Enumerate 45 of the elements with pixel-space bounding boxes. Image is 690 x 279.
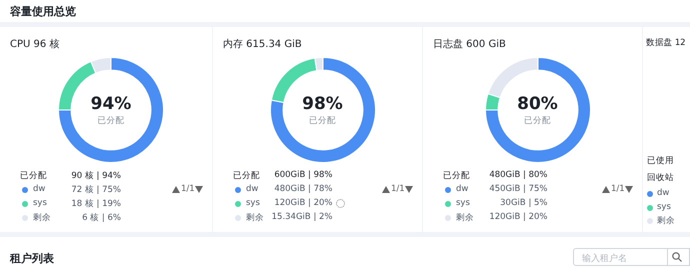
text: 80% bbox=[516, 94, 559, 114]
legend-label: dw bbox=[246, 184, 258, 194]
legend-label: 剩余 bbox=[33, 212, 51, 224]
text: 600GiB | 98% bbox=[274, 170, 332, 180]
text: 容量使用总览 bbox=[10, 4, 76, 19]
text: 1/1 bbox=[391, 184, 405, 194]
data-label: 72 核 | 75% bbox=[71, 184, 121, 196]
text: 已分配 bbox=[96, 115, 126, 127]
data-label: 480GiB | 78% bbox=[274, 184, 332, 194]
text: 480GiB | 80% bbox=[489, 170, 548, 180]
text: 1/1 bbox=[181, 184, 195, 194]
legend-label: sys bbox=[456, 198, 470, 208]
chart-title: 内存 615.34 GiB bbox=[223, 38, 302, 51]
data-label: 120GiB | 20% bbox=[274, 198, 332, 208]
data-label: 120GiB | 20% bbox=[489, 212, 548, 222]
text: 已使用 bbox=[647, 155, 674, 167]
text: 租户列表 bbox=[10, 251, 54, 266]
legend-label: sys bbox=[33, 198, 47, 208]
text: 已分配 bbox=[20, 170, 47, 182]
text: 数据盘 12 bbox=[646, 37, 686, 49]
text: 94% bbox=[90, 94, 132, 114]
text: 已分配 bbox=[523, 115, 552, 127]
text: 已分配 bbox=[443, 170, 470, 182]
data-label: 18 核 | 19% bbox=[71, 198, 121, 210]
category-label: sys bbox=[657, 202, 671, 212]
legend-label: 剩余 bbox=[456, 212, 474, 224]
text: 已分配 bbox=[308, 115, 337, 127]
legend-label: dw bbox=[456, 184, 468, 194]
chart-title: CPU 96 核 bbox=[10, 38, 60, 51]
legend-label: 剩余 bbox=[246, 212, 264, 224]
legend-label: sys bbox=[246, 198, 260, 208]
data-label: 6 核 | 6% bbox=[82, 212, 121, 224]
text: 已分配 bbox=[233, 170, 260, 182]
category-label: 剩余 bbox=[657, 215, 675, 227]
text: 98% bbox=[301, 94, 344, 114]
data-label: 15.34GiB | 2% bbox=[272, 212, 332, 222]
legend-label: dw bbox=[33, 184, 46, 194]
text: 1/1 bbox=[611, 184, 625, 194]
chart-title: 日志盘 600 GiB bbox=[433, 38, 506, 51]
text: 90 核 | 94% bbox=[71, 170, 121, 182]
data-label: 450GiB | 75% bbox=[489, 184, 548, 194]
text: 输入租户名 bbox=[582, 252, 627, 265]
category-label: dw bbox=[657, 188, 670, 198]
text: 回收站 bbox=[647, 172, 674, 184]
data-label: 30GiB | 5% bbox=[500, 198, 548, 208]
